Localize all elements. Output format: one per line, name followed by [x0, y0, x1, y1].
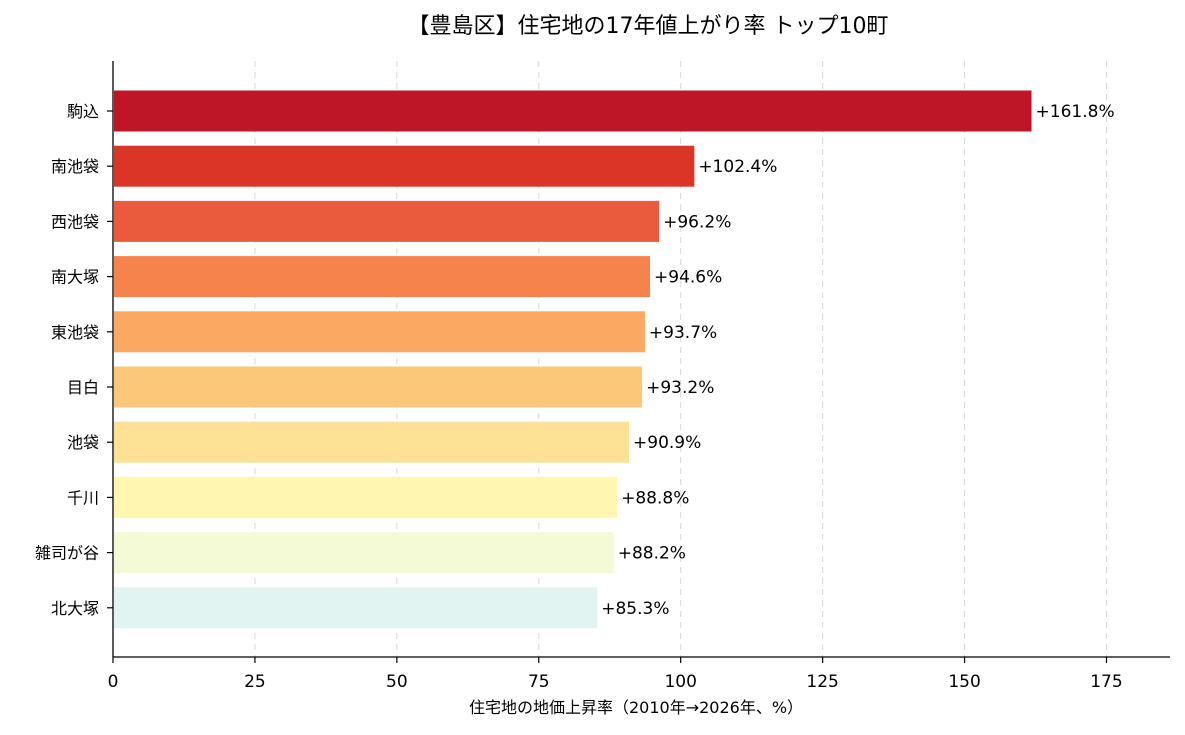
bar [114, 532, 614, 574]
bars [114, 90, 1032, 629]
x-tick-labels: 0 25 50 75 100 125 150 175 [108, 657, 1123, 692]
value-label: +88.8% [621, 488, 689, 508]
bar [114, 200, 660, 242]
value-label: +94.6% [654, 268, 722, 288]
y-tick-label: 千川 [67, 488, 99, 507]
value-label: +85.3% [601, 599, 669, 619]
x-tick-label: 0 [108, 672, 119, 692]
value-label: +161.8% [1036, 102, 1115, 122]
bar [114, 311, 645, 353]
value-label: +93.2% [646, 378, 714, 398]
bar [114, 145, 695, 187]
value-labels: +161.8% +102.4% +96.2% +94.6% +93.7% +93.2% +9… [601, 102, 1114, 619]
y-tick-label: 南大塚 [51, 268, 99, 287]
y-tick-label: 西池袋 [51, 212, 99, 231]
chart-title: 【豊島区】住宅地の17年値上がり率 トップ10町 [408, 14, 889, 39]
bar [114, 256, 651, 298]
value-label: +90.9% [633, 433, 701, 453]
y-tick-label: 北大塚 [51, 599, 99, 618]
x-tick-label: 175 [1090, 672, 1122, 692]
y-tick-label: 駒込 [67, 102, 99, 121]
bar [114, 90, 1032, 132]
y-tick-label: 東池袋 [51, 323, 99, 342]
bar [114, 366, 643, 408]
y-tick-label: 雑司が谷 [35, 544, 99, 563]
x-tick-label: 25 [244, 672, 266, 692]
x-tick-label: 150 [948, 672, 980, 692]
x-tick-label: 100 [664, 672, 696, 692]
y-tick-label: 南池袋 [51, 157, 99, 176]
y-tick-label: 目白 [67, 378, 99, 397]
value-label: +88.2% [618, 544, 686, 564]
bar [114, 476, 618, 518]
x-tick-label: 125 [806, 672, 838, 692]
value-label: +93.7% [649, 323, 717, 343]
x-tick-label: 75 [528, 672, 550, 692]
bar [114, 587, 598, 629]
x-axis-label: 住宅地の地価上昇率（2010年→2026年、%） [469, 698, 803, 717]
y-tick-label: 池袋 [67, 433, 99, 452]
x-tick-label: 50 [386, 672, 408, 692]
bar [114, 421, 630, 463]
value-label: +96.2% [663, 212, 731, 232]
value-label: +102.4% [698, 157, 777, 177]
